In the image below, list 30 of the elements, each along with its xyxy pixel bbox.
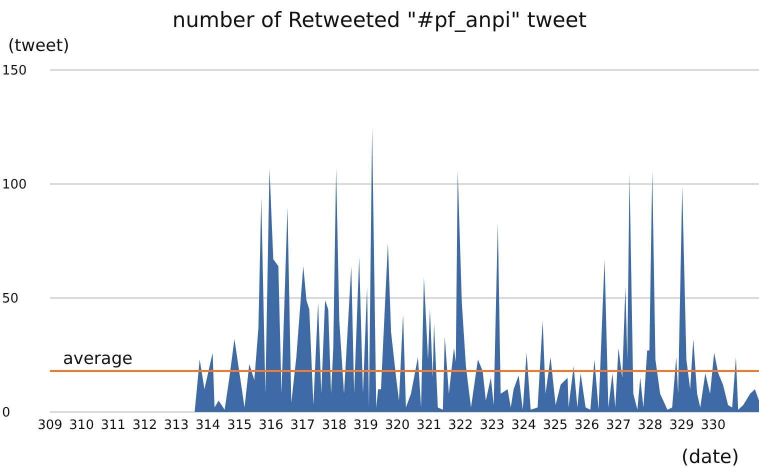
x-tick-label: 318 bbox=[322, 418, 347, 434]
x-tick-label: 321 bbox=[416, 418, 442, 434]
x-tick-label: 330 bbox=[700, 418, 726, 434]
chart-title: number of Retweeted "#pf_anpi" tweet bbox=[171, 8, 588, 32]
y-tick-label: 150 bbox=[2, 64, 27, 79]
x-tick-label: 311 bbox=[100, 418, 126, 434]
x-tick-label: 315 bbox=[227, 418, 252, 434]
x-tick-label: 323 bbox=[480, 418, 505, 434]
y-tick-label: 50 bbox=[2, 292, 19, 307]
x-tick-label: 326 bbox=[574, 418, 600, 434]
y-tick-label: 100 bbox=[2, 178, 27, 193]
y-axis-title: (tweet) bbox=[8, 36, 70, 56]
x-tick-label: 327 bbox=[606, 418, 631, 434]
x-tick-label: 312 bbox=[132, 418, 158, 434]
x-tick-label: 316 bbox=[258, 418, 284, 434]
x-tick-label: 328 bbox=[638, 418, 662, 434]
y-tick-label: 0 bbox=[2, 406, 10, 421]
x-tick-label: 324 bbox=[511, 418, 536, 434]
x-tick-label: 314 bbox=[195, 418, 220, 434]
x-tick-label: 317 bbox=[290, 418, 316, 434]
x-tick-label: 325 bbox=[542, 418, 568, 434]
x-tick-label: 319 bbox=[353, 418, 378, 434]
x-tick-label: 322 bbox=[448, 418, 473, 434]
ref-line-label: average bbox=[63, 349, 133, 370]
x-axis-title: (date) bbox=[681, 446, 739, 468]
x-tick-label: 320 bbox=[384, 418, 410, 434]
x-tick-label: 313 bbox=[164, 418, 189, 434]
x-tick-label: 309 bbox=[38, 418, 62, 434]
x-tick-label: 329 bbox=[669, 418, 694, 434]
x-tick-label: 310 bbox=[69, 418, 94, 434]
